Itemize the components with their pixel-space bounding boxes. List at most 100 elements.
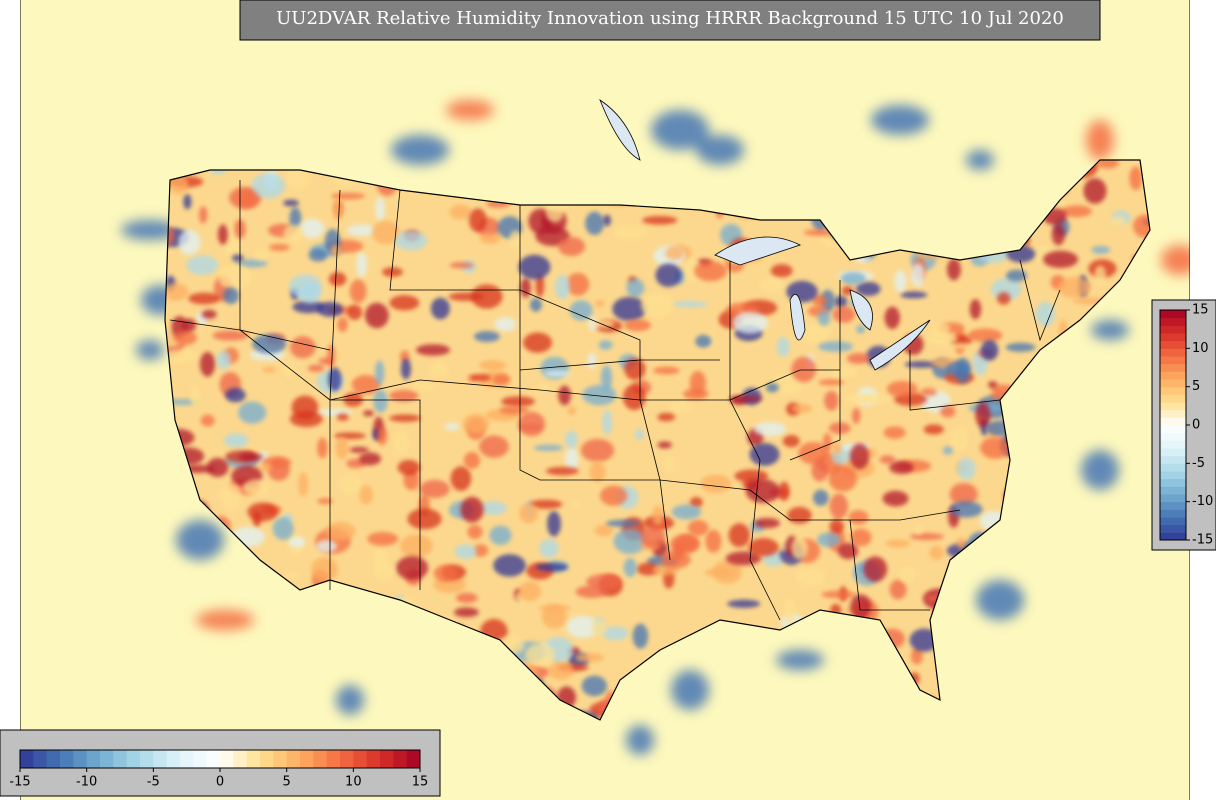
anomaly-blob <box>347 304 363 320</box>
colorbar-tick-label: 0 <box>1192 418 1200 433</box>
anomaly-blob <box>946 361 970 377</box>
anomaly-blob <box>1051 223 1066 246</box>
anomaly-blob <box>449 204 472 220</box>
anomaly-blob <box>415 344 451 356</box>
colorbar-cell <box>1160 524 1186 533</box>
anomaly-blob <box>219 483 242 510</box>
anomaly-blob <box>190 385 200 408</box>
anomaly-blob <box>566 272 590 296</box>
anomaly-blob <box>178 229 201 256</box>
anomaly-blob <box>884 306 900 330</box>
anomaly-blob <box>882 490 909 507</box>
anomaly-blob <box>217 224 228 245</box>
anomaly-blob <box>879 455 896 464</box>
anomaly-blob <box>672 301 708 308</box>
anomaly-blob <box>734 469 769 483</box>
anomaly-blob <box>778 481 790 501</box>
anomaly-blob <box>816 532 841 547</box>
anomaly-blob <box>371 220 400 245</box>
anomaly-blob <box>419 479 450 499</box>
anomaly-blob <box>518 411 546 437</box>
anomaly-blob <box>817 310 831 326</box>
anomaly-blob <box>632 623 649 649</box>
colorbar-cell <box>166 750 181 768</box>
anomaly-blob <box>765 382 779 393</box>
anomaly-blob <box>535 274 545 298</box>
anomaly-blob <box>566 615 599 638</box>
colorbar-cell <box>1160 471 1186 480</box>
border <box>1019 259 1061 342</box>
anomaly-blob <box>494 317 517 332</box>
anomaly-blob <box>725 551 762 566</box>
colorbar-cell <box>60 750 74 768</box>
colorbar-cell <box>1160 448 1186 457</box>
anomaly-blob <box>622 384 646 411</box>
anomaly-blob <box>252 334 287 354</box>
anomaly-blob <box>336 685 364 715</box>
colorbar-cell <box>33 750 48 768</box>
anomaly-blob <box>818 379 845 386</box>
anomaly-blob <box>840 271 866 286</box>
colorbar-tick-label: -15 <box>1192 533 1213 548</box>
anomaly-blob <box>395 230 428 251</box>
anomaly-blob <box>850 528 872 547</box>
colorbar-tick-label: 10 <box>1192 341 1209 356</box>
anomaly-blob <box>362 410 374 417</box>
anomaly-blob <box>914 524 923 535</box>
anomaly-blob <box>856 324 866 334</box>
anomaly-blob <box>948 343 972 350</box>
anomaly-blob <box>311 557 338 582</box>
anomaly-blob <box>283 361 295 378</box>
anomaly-blob <box>1129 166 1143 191</box>
anomaly-blob <box>330 244 342 257</box>
colorbar-cell <box>1160 455 1186 464</box>
anomaly-blob <box>848 510 869 525</box>
colorbar-cell <box>1160 379 1186 388</box>
colorbar-tick-label: -5 <box>1192 456 1205 471</box>
anomaly-blob <box>602 409 613 436</box>
anomaly-blob <box>382 267 404 277</box>
anomaly-blob <box>842 393 875 404</box>
anomaly-blob <box>299 282 322 304</box>
anomaly-blob <box>545 201 564 223</box>
anomaly-blob <box>1035 301 1055 327</box>
anomaly-blob <box>262 366 277 373</box>
border <box>729 260 781 621</box>
anomaly-blob <box>492 373 510 385</box>
anomaly-blob <box>251 173 286 199</box>
anomaly-blob <box>696 135 744 165</box>
anomaly-blob <box>450 466 472 491</box>
anomaly-blob <box>653 366 680 375</box>
anomaly-blob <box>523 332 553 353</box>
state-lines <box>169 180 1061 621</box>
anomaly-blob <box>199 351 216 377</box>
anomaly-blob <box>700 474 732 493</box>
anomaly-blob <box>689 497 703 508</box>
anomaly-blob <box>317 437 328 459</box>
anomaly-blob <box>489 525 512 546</box>
anomaly-blob <box>327 367 342 392</box>
anomaly-blob <box>1006 269 1027 282</box>
border <box>789 280 841 461</box>
anomaly-blob <box>925 332 958 346</box>
anomaly-blob <box>359 485 374 505</box>
anomaly-blob <box>745 479 781 504</box>
anomaly-blob <box>325 521 356 541</box>
colorbar-cell <box>1160 386 1186 395</box>
anomaly-blob <box>396 556 429 580</box>
colorbar-cell <box>1160 532 1186 541</box>
anomaly-blob <box>289 336 316 359</box>
anomaly-blob <box>238 401 267 424</box>
anomaly-blob <box>612 296 647 322</box>
anomaly-blob <box>988 381 998 389</box>
colorbar-cell <box>1160 402 1186 411</box>
anomaly-blob <box>580 438 615 462</box>
anomaly-blob <box>770 264 793 278</box>
anomaly-blob <box>975 401 991 428</box>
anomaly-blob <box>519 502 539 524</box>
colorbar-tick-label: -10 <box>1192 494 1213 509</box>
anomaly-blob <box>749 443 780 466</box>
anomaly-blob <box>533 444 564 452</box>
anomaly-blob <box>367 532 399 546</box>
